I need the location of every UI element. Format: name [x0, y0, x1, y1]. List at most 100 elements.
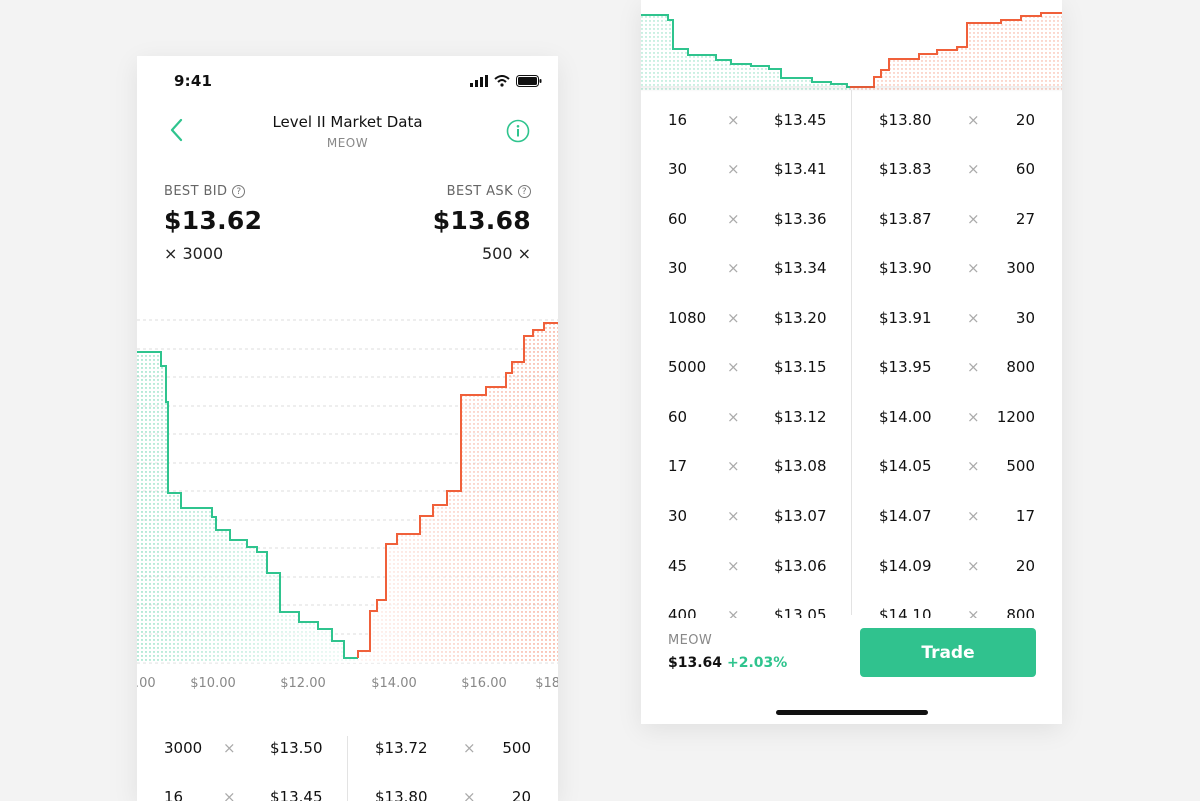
orderbook-list: 16 × $13.45 $13.80 × 20 30 × $13.41 $13.…: [641, 0, 1062, 618]
home-indicator[interactable]: [776, 710, 928, 715]
ask-depth-line: [850, 12, 1062, 88]
bid-price: $13.12: [774, 408, 827, 426]
best-bid-price: $13.62: [164, 206, 263, 235]
bid-depth-fill: [641, 15, 850, 90]
times-icon: ×: [727, 259, 740, 277]
best-bid-label-text: BEST BID: [164, 184, 228, 199]
ask-qty: 27: [1015, 210, 1035, 228]
ask-depth-fill: [850, 13, 1062, 90]
battery-icon: [516, 75, 542, 87]
page-title: Level II Market Data: [272, 113, 423, 131]
bid-price: $13.15: [774, 358, 827, 376]
bid-price: $13.20: [774, 309, 827, 327]
chevron-left-icon[interactable]: [165, 116, 189, 144]
ask-price: $13.80: [375, 788, 428, 801]
ask-qty: 500: [502, 739, 531, 757]
bid-price: $13.50: [270, 739, 323, 757]
bid-price: $13.34: [774, 259, 827, 277]
x-tick: $10.00: [190, 676, 236, 691]
times-icon: ×: [967, 111, 980, 129]
ask-qty: 20: [1015, 557, 1035, 575]
bid-price: $13.45: [270, 788, 323, 801]
times-icon: ×: [727, 309, 740, 327]
status-time: 9:41: [174, 72, 213, 90]
bid-price: $13.45: [774, 111, 827, 129]
bid-qty: 45: [668, 557, 688, 575]
orderbook-row: 60 × $13.36 $13.87 × 27: [641, 210, 1062, 230]
bid-qty: 3000: [164, 739, 203, 757]
times-icon: ×: [727, 358, 740, 376]
orderbook-row: 30 × $13.41 $13.83 × 60: [641, 160, 1062, 180]
trade-button[interactable]: Trade: [860, 628, 1036, 677]
bid-price: $13.06: [774, 557, 827, 575]
x-tick: $18.00: [535, 676, 558, 691]
ask-price: $14.00: [879, 408, 932, 426]
bid-qty: 60: [668, 210, 688, 228]
x-tick: $16.00: [461, 676, 507, 691]
ask-qty: 20: [1015, 111, 1035, 129]
depth-chart-mini: [641, 12, 1062, 90]
times-icon: ×: [727, 557, 740, 575]
question-circle-icon[interactable]: ?: [232, 185, 246, 198]
times-icon: ×: [967, 309, 980, 327]
orderbook-row: 16 × $13.45 $13.80 × 20: [137, 788, 558, 801]
times-icon: ×: [223, 739, 236, 757]
ask-price: $14.07: [879, 507, 932, 525]
bid-qty: 30: [668, 160, 688, 178]
best-ask-label-text: BEST ASK: [446, 184, 513, 199]
orderbook-row: 17 × $13.08 $14.05 × 500: [641, 457, 1062, 477]
times-icon: ×: [967, 507, 980, 525]
ask-price: $13.80: [879, 111, 932, 129]
orderbook-row: 30 × $13.07 $14.07 × 17: [641, 507, 1062, 527]
best-ask-price: $13.68: [432, 206, 531, 235]
times-icon: ×: [967, 358, 980, 376]
times-icon: ×: [967, 557, 980, 575]
orderbook-row: 30 × $13.34 $13.90 × 300: [641, 259, 1062, 279]
ask-qty: 17: [1015, 507, 1035, 525]
bid-qty: 30: [668, 507, 688, 525]
ask-qty: 20: [511, 788, 531, 801]
times-icon: ×: [727, 111, 740, 129]
wifi-icon: [494, 75, 510, 87]
bid-qty: 400: [668, 606, 697, 618]
ask-price: $13.90: [879, 259, 932, 277]
best-ask-qty: 500 ×: [481, 244, 531, 263]
bid-qty: 17: [668, 457, 688, 475]
bid-price: $13.05: [774, 606, 827, 618]
ask-price: $14.10: [879, 606, 932, 618]
orderbook-screen: 16 × $13.45 $13.80 × 20 30 × $13.41 $13.…: [641, 0, 1062, 724]
times-icon: ×: [727, 606, 740, 618]
times-icon: ×: [727, 507, 740, 525]
x-tick: $8.00: [137, 676, 156, 691]
bid-price: $13.08: [774, 457, 827, 475]
bid-price: $13.07: [774, 507, 827, 525]
ask-qty: 30: [1015, 309, 1035, 327]
times-icon: ×: [967, 210, 980, 228]
ask-price: $13.91: [879, 309, 932, 327]
best-bid-qty: × 3000: [164, 244, 224, 263]
ask-qty: 800: [1006, 358, 1035, 376]
question-circle-icon[interactable]: ?: [518, 185, 531, 198]
times-icon: ×: [967, 606, 980, 618]
times-icon: ×: [223, 788, 236, 801]
orderbook-row: 400 × $13.05 $14.10 × 800: [641, 606, 1062, 618]
chart-shadow: [641, 86, 1062, 92]
footer-price: $13.64: [668, 655, 723, 671]
info-icon[interactable]: [506, 119, 530, 143]
bid-qty: 1080: [668, 309, 707, 327]
page-subtitle: MEOW: [326, 136, 369, 150]
bid-depth-line: [641, 14, 850, 88]
signal-icon: [470, 75, 488, 87]
footer-change: +2.03%: [727, 655, 788, 671]
ask-price: $13.87: [879, 210, 932, 228]
ask-qty: 60: [1015, 160, 1035, 178]
status-icons: [470, 75, 542, 87]
x-tick: $12.00: [280, 676, 326, 691]
best-bid-label: BEST BID ?: [164, 184, 246, 199]
orderbook-row: 16 × $13.45 $13.80 × 20: [641, 111, 1062, 131]
times-icon: ×: [967, 457, 980, 475]
times-icon: ×: [463, 788, 476, 801]
bid-depth-line: [137, 351, 358, 659]
depth-chart: [137, 319, 558, 664]
orderbook-row: 60 × $13.12 $14.00 × 1200: [641, 408, 1062, 428]
